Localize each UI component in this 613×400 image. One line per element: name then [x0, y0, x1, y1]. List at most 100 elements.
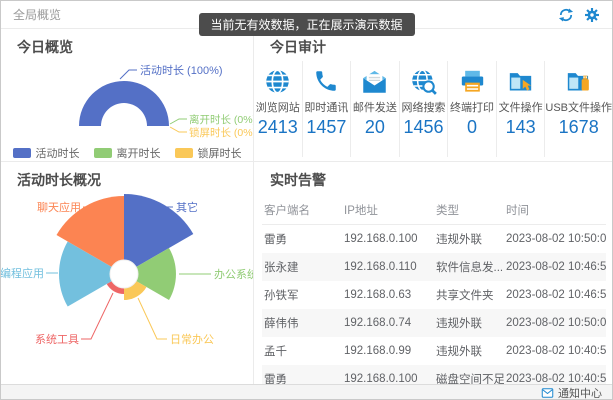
- gauge-legend: 活动时长 离开时长 锁屏时长: [1, 145, 253, 161]
- panel-today-overview-title: 今日概览: [17, 39, 73, 55]
- gauge-arc-active: [79, 81, 169, 126]
- rose-slices: [56, 194, 194, 307]
- alert-time: 2023-08-02 10:50:01: [506, 317, 606, 329]
- audit-stat-value: 0: [467, 117, 478, 137]
- alert-type: 违规外联: [436, 346, 482, 358]
- audit-stat-value: 1457: [306, 117, 347, 137]
- audit-stat-label: USB文件操作: [545, 102, 612, 114]
- rose-label-daily-office: 日常办公: [170, 333, 214, 346]
- legend-swatch-away: [93, 148, 112, 158]
- gauge-label-lock: 锁屏时长 (0%): [189, 126, 254, 139]
- audit-stat-search: 网络搜索 1456: [400, 61, 449, 157]
- audit-stat-browse: 浏览网站 2413: [254, 61, 303, 157]
- alerts-table-header: 客户端名 IP地址 类型 时间: [262, 196, 606, 225]
- legend-item-lock[interactable]: 锁屏时长: [174, 145, 242, 161]
- gear-icon[interactable]: [584, 7, 600, 23]
- legend-item-away[interactable]: 离开时长: [93, 145, 161, 161]
- printer-icon: [459, 65, 486, 97]
- table-row: 孟千 192.168.0.99 违规外联 2023-08-02 10:40:51: [262, 337, 606, 365]
- panel-today-audit-title: 今日审计: [270, 39, 326, 55]
- rose-slice-4: [58, 241, 124, 307]
- table-row: 张永建 192.168.0.110 软件信息发... 2023-08-02 10…: [262, 253, 606, 281]
- legend-item-active[interactable]: 活动时长: [12, 145, 80, 161]
- audit-stat-im: 即时通讯 1457: [303, 61, 352, 157]
- mail-icon: [361, 65, 388, 97]
- panel-today-overview: 今日概览 活动时长 (100%) 离开时长 (0%) 锁屏时长 (0%) 活动时…: [1, 29, 254, 162]
- audit-stats-row: 浏览网站 2413 即时通讯 1457: [254, 61, 612, 157]
- audit-stat-label: 文件操作: [498, 102, 543, 114]
- gauge-chart: 活动时长 (100%) 离开时长 (0%) 锁屏时长 (0%): [79, 64, 254, 139]
- table-row: 雷勇 192.168.0.100 违规外联 2023-08-02 10:50:0…: [262, 225, 606, 254]
- audit-stat-value: 143: [505, 117, 536, 137]
- audit-stat-value: 1456: [403, 117, 444, 137]
- legend-swatch-lock: [174, 148, 193, 158]
- rose-label-system-tools: 系统工具: [35, 333, 79, 346]
- panel-activity-overview: 活动时长概况 聊天应用 其它 编程应用 办公系统 系统工具 日常办公: [1, 162, 254, 384]
- audit-stat-label: 网络搜索: [401, 102, 446, 114]
- alert-ip: 192.168.0.63: [344, 289, 412, 301]
- alert-ip: 192.168.0.99: [344, 345, 412, 357]
- audit-stat-label: 即时通讯: [304, 102, 349, 114]
- alert-time: 2023-08-02 10:46:52: [506, 261, 606, 273]
- alert-client-name: 张永建: [264, 262, 299, 274]
- alert-ip: 192.168.0.100: [344, 233, 418, 245]
- alert-client-name: 孙铁军: [264, 290, 299, 302]
- panel-alerts: 实时告警 客户端名 IP地址 类型 时间 雷勇 192.168.0.1: [254, 162, 612, 384]
- table-row: 雷勇 192.168.0.100 磁盘空间不足 2023-08-02 10:40…: [262, 365, 606, 384]
- audit-stat-mail: 邮件发送 20: [351, 61, 400, 157]
- alert-type: 违规外联: [436, 318, 482, 330]
- panel-activity-overview-title: 活动时长概况: [17, 172, 101, 188]
- alert-client-name: 雷勇: [264, 234, 287, 246]
- alert-type: 软件信息发...: [436, 262, 504, 274]
- refresh-icon[interactable]: [558, 7, 574, 23]
- audit-stat-value: 20: [364, 117, 385, 137]
- alert-client-name: 雷勇: [264, 374, 287, 384]
- notify-center-button[interactable]: 通知中心: [541, 385, 602, 400]
- audit-stat-file: 文件操作 143: [497, 61, 546, 157]
- legend-swatch-active: [12, 148, 31, 158]
- alert-time: 2023-08-02 10:50:01: [506, 233, 606, 245]
- alert-time: 2023-08-02 10:40:51: [506, 345, 606, 357]
- alert-type: 磁盘空间不足: [436, 374, 504, 384]
- rose-hole: [109, 259, 139, 289]
- usb-folder-icon: [565, 65, 592, 97]
- alert-type: 违规外联: [436, 234, 482, 246]
- rose-label-chat: 聊天应用: [37, 200, 81, 214]
- rose-chart: 聊天应用 其它 编程应用 办公系统 系统工具 日常办公: [1, 194, 254, 346]
- audit-stat-print: 终端打印 0: [448, 61, 497, 157]
- legend-label: 离开时长: [116, 148, 161, 160]
- rose-slice-0: [124, 194, 194, 274]
- rose-slice-5: [56, 196, 124, 274]
- phone-icon: [313, 65, 339, 97]
- col-header-time: 时间: [504, 196, 606, 225]
- alert-ip: 192.168.0.74: [344, 317, 412, 329]
- search-globe-icon: [410, 65, 437, 97]
- demo-data-tooltip: 当前无有效数据，正在展示演示数据: [198, 13, 415, 36]
- folder-hand-icon: [507, 65, 534, 97]
- rose-label-programming: 编程应用: [1, 266, 44, 280]
- notify-center-label: 通知中心: [558, 387, 602, 400]
- alert-ip: 192.168.0.100: [344, 373, 418, 384]
- col-header-type: 类型: [434, 196, 504, 225]
- alerts-table: 客户端名 IP地址 类型 时间 雷勇 192.168.0.100 违规外联 20…: [262, 196, 606, 384]
- alert-client-name: 孟千: [264, 346, 287, 358]
- globe-icon: [264, 65, 291, 97]
- bottombar: 通知中心: [1, 384, 612, 400]
- envelope-icon: [541, 387, 554, 399]
- audit-stat-label: 邮件发送: [352, 102, 397, 114]
- alert-time: 2023-08-02 10:46:52: [506, 289, 606, 301]
- alert-ip: 192.168.0.110: [344, 261, 417, 273]
- topbar-actions: [558, 7, 600, 23]
- audit-stat-value: 1678: [558, 117, 599, 137]
- alert-type: 共享文件夹: [436, 290, 494, 302]
- rose-slice-1: [124, 248, 176, 300]
- alert-client-name: 薛伟伟: [264, 318, 299, 330]
- col-header-client: 客户端名: [262, 196, 342, 225]
- col-header-ip: IP地址: [342, 196, 434, 225]
- main-grid: 今日概览 活动时长 (100%) 离开时长 (0%) 锁屏时长 (0%) 活动时…: [1, 29, 612, 384]
- table-row: 孙铁军 192.168.0.63 共享文件夹 2023-08-02 10:46:…: [262, 281, 606, 309]
- gauge-label-active: 活动时长 (100%): [140, 64, 223, 77]
- rose-label-office-system: 办公系统: [214, 268, 254, 281]
- legend-label: 锁屏时长: [197, 148, 242, 160]
